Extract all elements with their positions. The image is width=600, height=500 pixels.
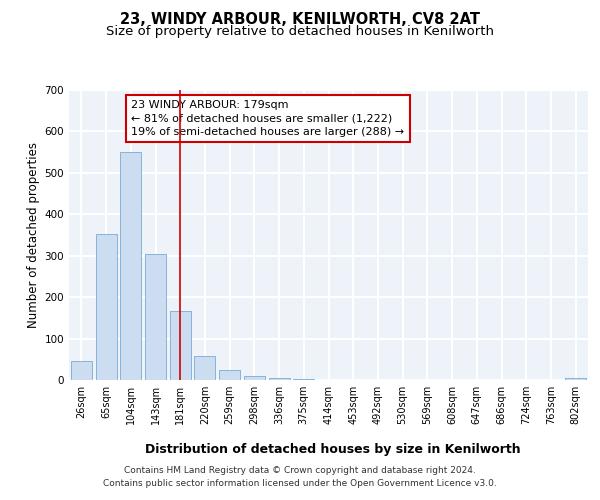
Bar [194,356,215,380]
Text: 23, WINDY ARBOUR, KENILWORTH, CV8 2AT: 23, WINDY ARBOUR, KENILWORTH, CV8 2AT [120,12,480,28]
Bar [170,311,191,380]
Text: Size of property relative to detached houses in Kenilworth: Size of property relative to detached ho… [106,25,494,38]
Text: Distribution of detached houses by size in Kenilworth: Distribution of detached houses by size … [145,442,521,456]
Bar [565,378,586,380]
Y-axis label: Number of detached properties: Number of detached properties [28,142,40,328]
Text: 23 WINDY ARBOUR: 179sqm
← 81% of detached houses are smaller (1,222)
19% of semi: 23 WINDY ARBOUR: 179sqm ← 81% of detache… [131,100,404,136]
Bar [269,378,290,380]
Bar [145,254,166,380]
Bar [293,379,314,380]
Bar [95,234,116,380]
Text: Contains HM Land Registry data © Crown copyright and database right 2024.
Contai: Contains HM Land Registry data © Crown c… [103,466,497,487]
Bar [219,370,240,380]
Bar [244,376,265,380]
Bar [120,152,141,380]
Bar [71,362,92,380]
